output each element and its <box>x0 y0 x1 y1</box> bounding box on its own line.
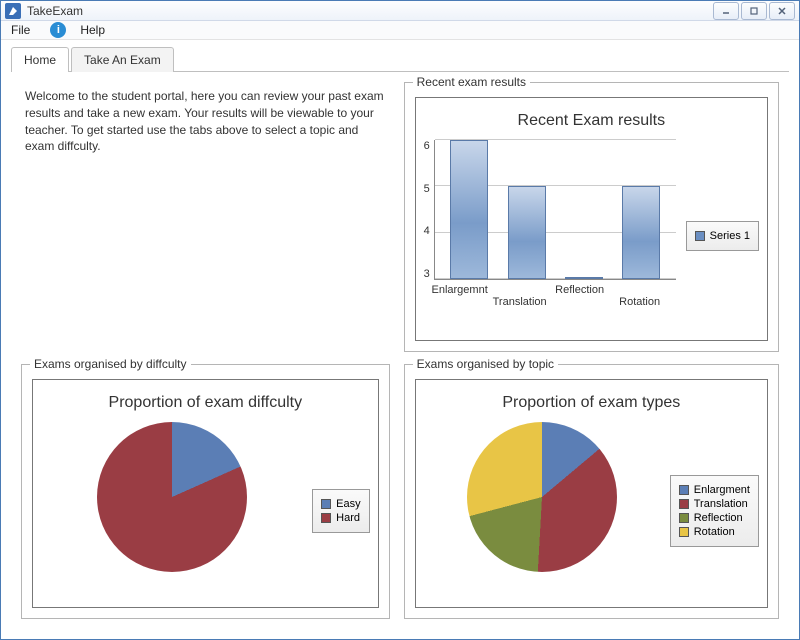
menubar: File i Help <box>1 21 799 40</box>
bar-xlabel: Enlargemnt <box>430 284 490 296</box>
pie-chart-difficulty: Proportion of exam diffculty Easy Hard <box>32 379 379 608</box>
tab-home[interactable]: Home <box>11 47 69 72</box>
legend-item: Enlargment <box>679 484 750 496</box>
legend-item: Series 1 <box>695 230 750 242</box>
pie-topic-pie <box>467 422 617 572</box>
legend-item: Rotation <box>679 526 750 538</box>
group-recent-legend: Recent exam results <box>413 75 530 89</box>
bar-ytick: 6 <box>424 140 430 152</box>
group-difficulty: Exams organised by diffculty Proportion … <box>21 364 390 619</box>
bar-ytick: 3 <box>424 268 430 280</box>
pie-topic-area <box>424 422 660 599</box>
group-topic-legend: Exams organised by topic <box>413 357 558 371</box>
app-window: TakeExam File i Help Home Take An Exam W… <box>0 0 800 640</box>
tab-content-home: Welcome to the student portal, here you … <box>11 71 789 629</box>
bar-xlabel: Translation <box>490 296 550 308</box>
bar-xlabel: Rotation <box>610 296 670 308</box>
info-icon: i <box>50 22 66 38</box>
menu-file[interactable]: File <box>11 23 30 37</box>
pie-topic-title: Proportion of exam types <box>424 394 759 412</box>
bar-chart-area: 6 5 4 3EnlargemntTranslationReflectionRotat… <box>424 140 676 332</box>
tabs: Home Take An Exam <box>1 40 799 71</box>
welcome-text: Welcome to the student portal, here you … <box>21 82 390 352</box>
pie-diff-legend: Easy Hard <box>312 489 369 533</box>
group-difficulty-legend: Exams organised by diffculty <box>30 357 191 371</box>
legend-item: Hard <box>321 512 360 524</box>
bar-ytick: 4 <box>424 225 430 237</box>
group-recent-results: Recent exam results Recent Exam results … <box>404 82 779 352</box>
legend-item: Translation <box>679 498 750 510</box>
minimize-button[interactable] <box>713 2 739 20</box>
bar-chart-title: Recent Exam results <box>424 112 759 130</box>
window-controls <box>713 2 795 20</box>
pie-topic-legend: Enlargment Translation Reflection Rotation <box>670 475 759 547</box>
bar-ytick: 5 <box>424 183 430 195</box>
menu-help[interactable]: Help <box>80 23 105 37</box>
pie-chart-topic: Proportion of exam types Enlargment Trans… <box>415 379 768 608</box>
app-icon <box>5 3 21 19</box>
pie-diff-area <box>41 422 302 599</box>
group-topic: Exams organised by topic Proportion of e… <box>404 364 779 619</box>
legend-item: Reflection <box>679 512 750 524</box>
pie-diff-title: Proportion of exam diffculty <box>41 394 370 412</box>
bar <box>450 140 488 279</box>
tab-take-exam[interactable]: Take An Exam <box>71 47 174 72</box>
bar-chart-legend: Series 1 <box>686 221 759 251</box>
close-button[interactable] <box>769 2 795 20</box>
window-title: TakeExam <box>27 4 713 18</box>
titlebar: TakeExam <box>1 1 799 21</box>
bar-chart: Recent Exam results 6 5 4 3EnlargemntTransl… <box>415 97 768 341</box>
legend-item: Easy <box>321 498 360 510</box>
bar <box>622 186 660 279</box>
pie-diff-pie <box>97 422 247 572</box>
maximize-button[interactable] <box>741 2 767 20</box>
bar-xlabel: Reflection <box>550 284 610 296</box>
bar <box>508 186 546 279</box>
bar <box>565 277 603 279</box>
